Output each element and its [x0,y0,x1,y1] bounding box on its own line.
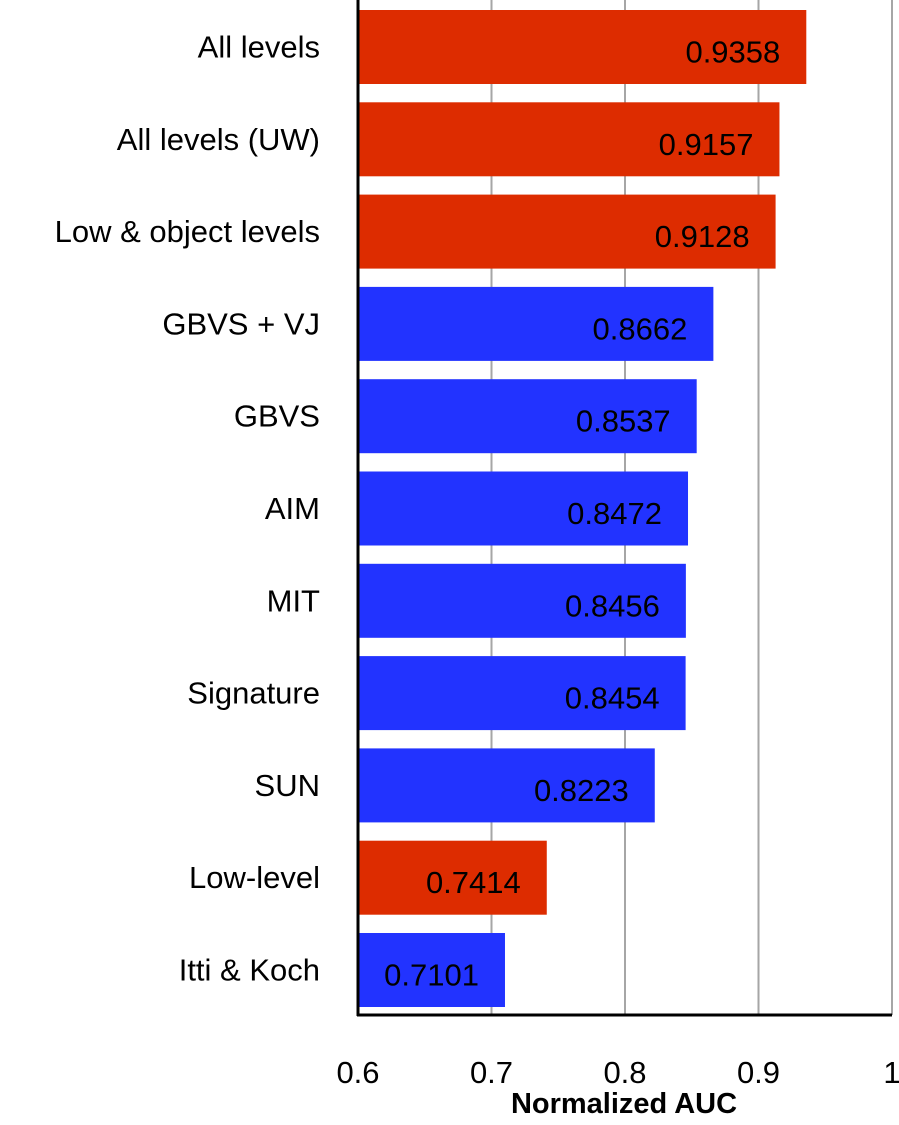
bar [358,933,505,1007]
bar [358,748,655,823]
category-label: SUN [255,768,320,803]
category-label: MIT [267,583,320,618]
value-labels: 0.9358 0.9157 0.9128 0.8662 0.8537 0.8472 0.84… [384,35,780,993]
value-label: 0.8472 [567,496,662,531]
value-label: 0.8223 [534,773,629,808]
x-tick-label: 0.9 [737,1055,780,1090]
category-label: Low & object levels [55,214,320,249]
bar [358,102,780,177]
bars [358,10,807,1007]
x-tick-label: 0.7 [470,1055,513,1090]
value-label: 0.7414 [426,865,521,900]
value-label: 0.8537 [576,404,671,439]
category-label: AIM [265,491,320,526]
category-label: All levels [198,30,320,65]
value-label: 0.9358 [685,35,780,70]
bar [358,286,714,361]
x-tick-labels: 0.6 0.7 0.8 0.9 1 [336,1055,899,1090]
category-label: Low-level [189,860,320,895]
category-label: Itti & Koch [179,953,320,988]
bar [358,194,776,269]
category-label: GBVS [234,399,320,434]
x-tick-label: 0.6 [336,1055,379,1090]
bar [358,656,686,731]
value-label: 0.7101 [384,958,479,993]
value-label: 0.9157 [659,127,754,162]
x-tick-label: 0.8 [603,1055,646,1090]
bar [358,563,686,638]
category-labels: All levels All levels (UW) Low & object le… [55,30,320,988]
category-label: All levels (UW) [117,122,320,157]
category-label: Signature [187,676,320,711]
bar [358,379,697,454]
value-label: 0.9128 [655,219,750,254]
bar [358,10,807,84]
bar [358,840,547,915]
value-label: 0.8662 [593,311,688,346]
x-tick-label: 1 [883,1055,899,1090]
x-axis-title: Normalized AUC [511,1088,737,1120]
bar [358,471,689,546]
category-label: GBVS + VJ [162,306,320,341]
value-label: 0.8454 [565,681,660,716]
axes [356,0,892,1017]
value-label: 0.8456 [565,588,660,623]
